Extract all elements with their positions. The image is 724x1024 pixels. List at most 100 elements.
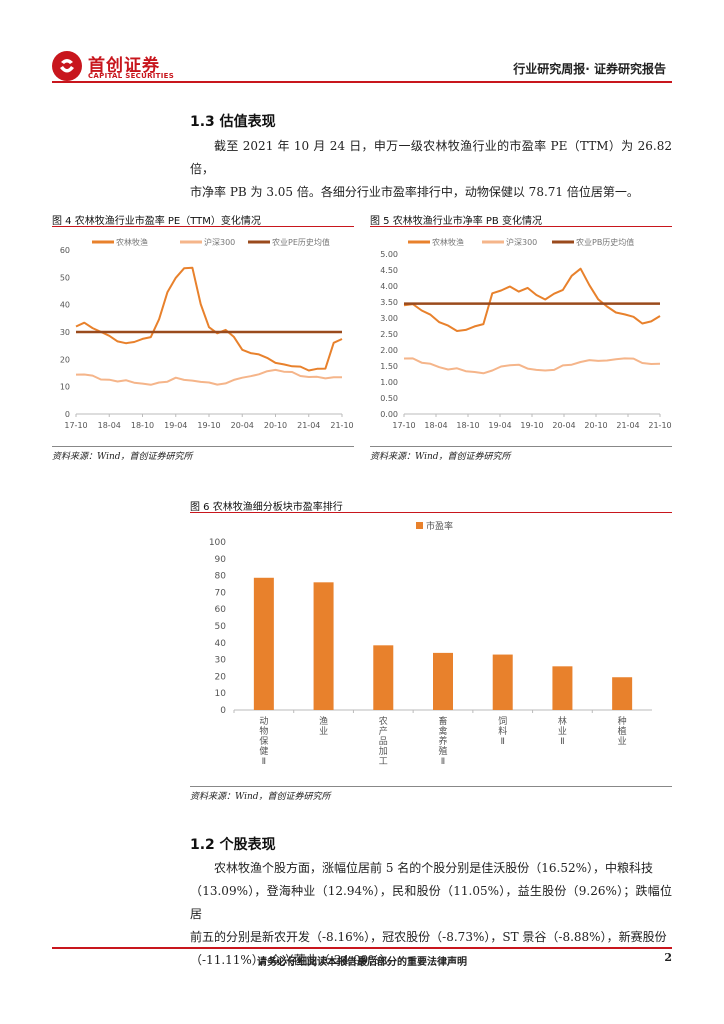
x-tick-label: 20-10	[264, 421, 287, 430]
x-tick-label: 饲料 Ⅱ	[498, 715, 507, 747]
x-tick-label: 20-04	[552, 421, 575, 430]
paragraph-line: 农林牧渔个股方面，涨幅位居前 5 名的个股分别是佳沃股份（16.52%），中粮科…	[214, 861, 654, 875]
y-tick-label: 20	[60, 355, 70, 364]
bar	[313, 582, 334, 710]
x-tick-label: 林业 Ⅱ	[558, 715, 567, 747]
y-tick-label: 1.50	[380, 362, 398, 371]
pe-line-chart: 农林牧渔 沪深300 农业PE历史均值 0 10 20 30 40 50 60 17-10 18-04…	[60, 237, 354, 430]
y-tick-label: 30	[215, 656, 227, 666]
x-tick-label: 17-10	[64, 421, 87, 430]
legend-label: 农林牧渔	[432, 237, 464, 247]
fig4-bottom-rule	[52, 446, 354, 447]
y-tick-label: 60	[215, 605, 227, 615]
pb-line-chart: 农林牧渔 沪深300 农业PB历史均值 0.00 0.50 1.00 1.50 2.00 2.5…	[380, 237, 671, 430]
x-tick-label: 农产品加工	[379, 715, 388, 767]
series-line-1	[403, 267, 661, 332]
pe-ranking-bar-chart: 市盈率 0 10 20 30 40 50 60 70 80 90 100 动物保健 Ⅱ 渔业 农产品加工 畜禽养…	[209, 520, 652, 767]
series-line-2	[75, 368, 342, 386]
x-tick-label: 畜禽养殖 Ⅱ	[438, 715, 447, 767]
y-tick-label: 40	[215, 639, 227, 649]
y-tick-label: 80	[215, 572, 227, 582]
y-tick-label: 3.50	[380, 298, 398, 307]
legend-label: 农业PB历史均值	[576, 237, 634, 247]
x-tick-label: 21-04	[297, 421, 320, 430]
y-tick-label: 4.00	[380, 282, 398, 291]
fig5-title-rule	[370, 226, 672, 227]
logo-subtext: CAPITAL SECURITIES	[88, 72, 175, 80]
y-tick-label: 2.00	[380, 346, 398, 355]
footer-divider	[52, 947, 672, 949]
series-line-2	[403, 357, 661, 375]
x-tick-label: 19-10	[197, 421, 220, 430]
y-tick-label: 70	[215, 588, 227, 598]
x-tick-label: 18-04	[98, 421, 121, 430]
legend-label: 农业PE历史均值	[272, 237, 330, 247]
y-tick-label: 0	[220, 706, 226, 716]
bar	[612, 677, 633, 710]
y-tick-label: 50	[215, 622, 227, 632]
x-tick-label: 19-04	[488, 421, 511, 430]
y-tick-label: 10	[215, 689, 227, 699]
y-tick-label: 10	[60, 383, 70, 392]
y-tick-label: 4.50	[380, 266, 398, 275]
x-tick-label: 20-04	[231, 421, 254, 430]
fig5-source: 资料来源：Wind，首创证券研究所	[370, 452, 511, 462]
logo-text: 首创证券	[88, 56, 160, 76]
y-tick-label: 0.00	[380, 410, 398, 419]
fig4-title: 图 4 农林牧渔行业市盈率 PE（TTM）变化情况	[52, 216, 261, 227]
y-tick-label: 100	[209, 538, 226, 548]
bar	[253, 577, 274, 710]
y-tick-label: 60	[60, 246, 70, 255]
x-tick-label: 17-10	[392, 421, 415, 430]
fig6-title: 图 6 农林牧渔细分板块市盈率排行	[190, 502, 343, 513]
logo-icon	[52, 51, 82, 81]
stocks-paragraph: 农林牧渔个股方面，涨幅位居前 5 名的个股分别是佳沃股份（16.52%），中粮科…	[190, 857, 672, 972]
x-tick-label: 21-10	[330, 421, 353, 430]
paragraph-line: 前五的分别是新农开发（-8.16%），冠农股份（-8.73%），ST 景谷（-8…	[190, 930, 667, 944]
page-number: 2	[664, 951, 672, 964]
fig6-title-rule	[190, 512, 672, 513]
x-tick-label: 18-04	[424, 421, 447, 430]
footer-disclaimer: 请务必仔细阅读本报告最后部分的重要法律声明	[257, 957, 467, 968]
bar	[552, 666, 573, 710]
section-title-valuation: 1.3 估值表现	[190, 114, 276, 130]
y-tick-label: 3.00	[380, 314, 398, 323]
y-tick-label: 2.50	[380, 330, 398, 339]
series-line-1	[75, 266, 343, 372]
y-tick-label: 0.50	[380, 394, 398, 403]
x-tick-label: 21-04	[616, 421, 639, 430]
fig4-title-rule	[52, 226, 354, 227]
y-tick-label: 30	[60, 328, 70, 337]
paragraph-line: （-11.11%），众兴菌业（-24.09%）。	[190, 953, 398, 967]
valuation-paragraph: 截至 2021 年 10 月 24 日，申万一级农林牧渔行业的市盈率 PE（TT…	[190, 135, 672, 204]
section-title-stocks: 1.2 个股表现	[190, 837, 276, 853]
x-tick-label: 20-10	[584, 421, 607, 430]
fig5-title: 图 5 农林牧渔行业市净率 PB 变化情况	[370, 216, 542, 227]
y-tick-label: 0	[65, 410, 70, 419]
legend-label: 沪深300	[506, 237, 537, 247]
header-divider	[52, 81, 672, 83]
legend-swatch	[416, 522, 423, 529]
fig5-bottom-rule	[370, 446, 672, 447]
fig6-bottom-rule	[190, 786, 672, 787]
legend-label: 市盈率	[426, 520, 453, 532]
x-tick-label: 渔业	[319, 716, 328, 737]
paragraph-line: （13.09%），登海种业（12.94%），民和股份（11.05%），益生股份（…	[190, 884, 672, 921]
report-type: 行业研究周报· 证券研究报告	[513, 62, 666, 76]
paragraph-line: 市净率 PB 为 3.05 倍。各细分行业市盈率排行中，动物保健以 78.71 …	[190, 185, 639, 199]
x-tick-label: 18-10	[131, 421, 154, 430]
fig6-source: 资料来源：Wind，首创证券研究所	[190, 792, 331, 802]
legend-label: 沪深300	[204, 237, 235, 247]
y-tick-label: 40	[60, 301, 70, 310]
y-tick-label: 1.00	[380, 378, 398, 387]
x-tick-label: 18-10	[456, 421, 479, 430]
x-tick-label: 种植业	[618, 715, 627, 747]
bar	[373, 645, 394, 710]
x-tick-label: 19-04	[164, 421, 187, 430]
y-tick-label: 90	[215, 555, 227, 565]
y-tick-label: 50	[60, 273, 70, 282]
x-tick-label: 动物保健 Ⅱ	[259, 716, 268, 767]
paragraph-line: 截至 2021 年 10 月 24 日，申万一级农林牧渔行业的市盈率 PE（TT…	[190, 139, 672, 176]
x-tick-label: 19-10	[520, 421, 543, 430]
y-tick-label: 5.00	[380, 250, 398, 259]
